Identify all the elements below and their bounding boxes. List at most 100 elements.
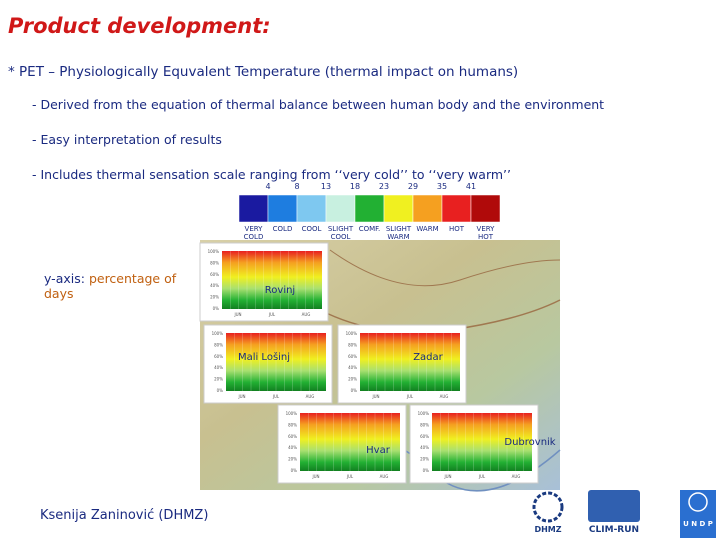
mini-month: JUN (443, 474, 451, 479)
scale-threshold: 41 (466, 182, 476, 191)
mini-month: AUG (512, 474, 521, 479)
mini-tick: 60% (348, 354, 357, 359)
logos (532, 490, 716, 538)
mini-tick: 20% (214, 377, 223, 382)
mini-tick: 20% (420, 457, 429, 462)
climrun-logo (588, 490, 640, 522)
mini-month: JUL (346, 474, 354, 479)
logo-text: DHMZ (534, 525, 561, 534)
mini-month: AUG (302, 312, 311, 317)
scale-cell (354, 194, 385, 223)
scale-cell (238, 194, 269, 223)
mini-tick: 0% (351, 388, 358, 393)
scale-threshold: 18 (350, 182, 360, 191)
scale-cell (267, 194, 298, 223)
scale-cell (441, 194, 472, 223)
scale-label: COOL (331, 233, 351, 241)
sub-bullet: - Derived from the equation of thermal b… (32, 97, 605, 112)
mini-tick: 80% (348, 342, 357, 347)
sub-bullet: - Easy interpretation of results (32, 132, 222, 147)
scale-label: SLIGHT (386, 225, 412, 233)
mini-month: JUL (478, 474, 486, 479)
scale-label: HOT (478, 233, 494, 241)
mini-tick: 100% (212, 331, 224, 336)
station-label: Mali Lošinj (238, 351, 290, 363)
scale-threshold: 23 (379, 182, 389, 191)
mini-chart: 100% 80% 60% 40% 20% 0% JUN JUL AUG Zadar (337, 324, 467, 404)
station-label: Zadar (413, 352, 443, 363)
map-border (329, 249, 561, 287)
mini-month: JUL (272, 394, 280, 399)
mini-tick: 60% (214, 354, 223, 359)
mini-tick: 60% (288, 434, 297, 439)
mini-tick: 20% (348, 377, 357, 382)
scale-label: COLD (244, 233, 264, 241)
mini-tick: 40% (420, 445, 429, 450)
scale-label: HOT (449, 225, 465, 233)
mini-chart: 100% 80% 60% 40% 20% 0% JUN JUL AUG Mali Lošinj (203, 324, 333, 404)
note-key: y-axis: (44, 271, 85, 286)
y-axis-note: y-axis: percentage of days (44, 271, 199, 301)
mini-tick: 60% (420, 434, 429, 439)
scale-cell (296, 194, 327, 223)
scale-label: VERY (477, 225, 496, 233)
scale-cell (412, 194, 443, 223)
mini-month: JUL (406, 394, 414, 399)
sub-bullet: - Includes thermal sensation scale rangi… (32, 167, 511, 182)
mini-tick: 0% (217, 388, 224, 393)
scale-threshold: 29 (408, 182, 418, 191)
mini-chart: 100% 80% 60% 40% 20% 0% JUN JUL AUG Rovinj (199, 242, 329, 322)
scale-cell (470, 194, 501, 223)
mini-month: JUN (311, 474, 319, 479)
mini-month: JUN (371, 394, 379, 399)
mini-tick: 100% (286, 411, 298, 416)
mini-tick: 80% (288, 422, 297, 427)
mini-month: JUN (233, 312, 241, 317)
mini-month: JUN (237, 394, 245, 399)
mini-tick: 0% (213, 306, 220, 311)
scale-label: COMF. (359, 225, 381, 233)
mini-tick: 40% (214, 365, 223, 370)
mini-tick: 100% (418, 411, 430, 416)
mini-tick: 100% (208, 249, 220, 254)
dhmz-logo (532, 491, 564, 523)
undp-logo (680, 490, 716, 538)
mini-month: AUG (306, 394, 315, 399)
scale-label: SLIGHT (328, 225, 354, 233)
author: Ksenija Zaninović (DHMZ) (40, 508, 209, 523)
mini-tick: 0% (291, 468, 298, 473)
station-label: Dubrovnik (504, 437, 555, 448)
mini-tick: 40% (348, 365, 357, 370)
scale-cell (383, 194, 414, 223)
logo-text: U N D P (683, 520, 713, 528)
mini-month: AUG (380, 474, 389, 479)
bullet: * PET – Physiologically Equvalent Temper… (8, 64, 519, 80)
station-label: Hvar (366, 445, 391, 456)
scale-label: WARM (387, 233, 409, 241)
scale-label: VERY (245, 225, 264, 233)
title: Product development: (8, 14, 271, 38)
mini-tick: 80% (420, 422, 429, 427)
scale-threshold: 8 (294, 182, 299, 191)
scale-label: COOL (302, 225, 322, 233)
mini-tick: 40% (210, 283, 219, 288)
mini-tick: 0% (423, 468, 430, 473)
mini-month: JUL (268, 312, 276, 317)
mini-tick: 60% (210, 272, 219, 277)
scale-threshold: 4 (265, 182, 270, 191)
mini-chart: 100% 80% 60% 40% 20% 0% JUN JUL AUG Hvar (277, 404, 407, 484)
mini-tick: 40% (288, 445, 297, 450)
mini-tick: 20% (210, 295, 219, 300)
scale-cell (325, 194, 356, 223)
logo-text: CLIM-RUN (589, 525, 639, 535)
mini-tick: 80% (210, 260, 219, 265)
scale-label: WARM (416, 225, 438, 233)
mini-tick: 20% (288, 457, 297, 462)
scale-label: COLD (273, 225, 293, 233)
station-label: Rovinj (265, 285, 295, 296)
mini-month: AUG (440, 394, 449, 399)
un-emblem (688, 492, 708, 512)
scale-threshold: 35 (437, 182, 447, 191)
